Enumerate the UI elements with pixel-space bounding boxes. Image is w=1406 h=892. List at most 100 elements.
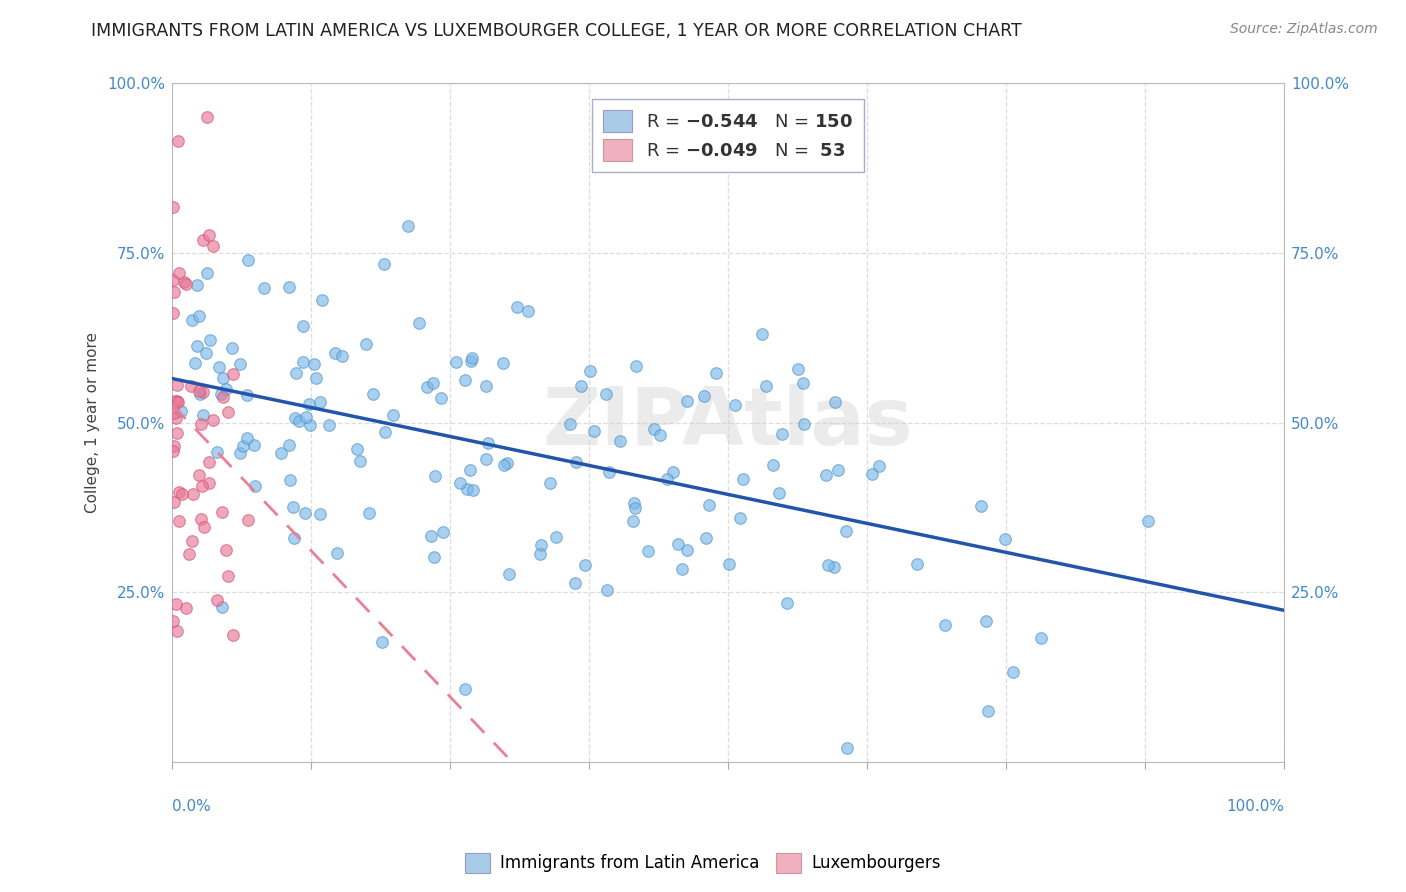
Point [323,346,346,360]
Point [330,349,353,363]
Point [186,278,208,293]
Text: IMMIGRANTS FROM LATIN AMERICA VS LUXEMBOURGER COLLEGE, 1 YEAR OR MORE CORRELATIO: IMMIGRANTS FROM LATIN AMERICA VS LUXEMBO… [91,22,1022,40]
Point [408,316,430,330]
Point [217,569,239,583]
Point [860,467,883,482]
Point [167,514,190,528]
Point [770,427,793,442]
Point [787,361,810,376]
Point [184,356,207,370]
Point [326,546,349,560]
Point [676,543,699,558]
Point [564,455,586,469]
Point [416,380,439,394]
Point [311,293,333,308]
Point [180,379,202,393]
Point [728,511,751,525]
Point [236,431,259,445]
Point [162,273,184,287]
Point [191,384,214,399]
Point [163,440,186,454]
Point [188,310,211,324]
Point [190,417,212,431]
Point [574,558,596,573]
Point [211,600,233,615]
Point [188,387,211,401]
Point [188,467,211,482]
Point [624,501,647,516]
Point [202,238,225,252]
Point [827,463,849,477]
Point [294,507,316,521]
Point [643,422,665,436]
Point [162,614,184,628]
Point [595,387,617,401]
Point [657,472,679,486]
Point [191,408,214,422]
Point [167,134,190,148]
Point [162,443,184,458]
Point [717,558,740,572]
Point [288,414,311,428]
Point [704,366,727,380]
Point [474,378,496,392]
Point [648,428,671,442]
Point [221,368,243,382]
Point [221,341,243,355]
Point [278,280,301,294]
Point [162,306,184,320]
Text: Source: ZipAtlas.com: Source: ZipAtlas.com [1230,22,1378,37]
Point [755,378,778,392]
Point [174,277,197,291]
Point [211,505,233,519]
Point [361,387,384,401]
Point [305,371,328,385]
Point [208,360,231,375]
Point [198,476,221,491]
Point [281,500,304,514]
Point [697,499,720,513]
Point [662,466,685,480]
Point [198,333,221,347]
Point [304,357,326,371]
Point [298,397,321,411]
Point [1001,665,1024,679]
Point [429,392,451,406]
Point [211,371,233,385]
Point [166,378,188,392]
Point [371,635,394,649]
Point [695,531,717,545]
Point [232,439,254,453]
Point [460,351,482,365]
Point [456,483,478,497]
Point [277,438,299,452]
Point [969,499,991,513]
Point [671,562,693,576]
Point [558,417,581,432]
Text: ZIPAtlas: ZIPAtlas [543,384,914,462]
Point [461,483,484,497]
Point [516,304,538,318]
Point [215,543,238,558]
Point [724,399,747,413]
Point [496,456,519,470]
Point [197,267,219,281]
Point [197,455,219,469]
Point [236,253,259,268]
Point [751,327,773,342]
Point [229,358,252,372]
Point [349,454,371,468]
Point [167,266,190,280]
Point [163,285,186,300]
Point [236,513,259,527]
Point [162,201,184,215]
Point [292,318,315,333]
Point [245,479,267,493]
Point [477,435,499,450]
Point [197,227,219,242]
Point [357,506,380,520]
Text: 100.0%: 100.0% [1226,799,1284,814]
Point [449,476,471,491]
Point [236,388,259,402]
Point [432,524,454,539]
